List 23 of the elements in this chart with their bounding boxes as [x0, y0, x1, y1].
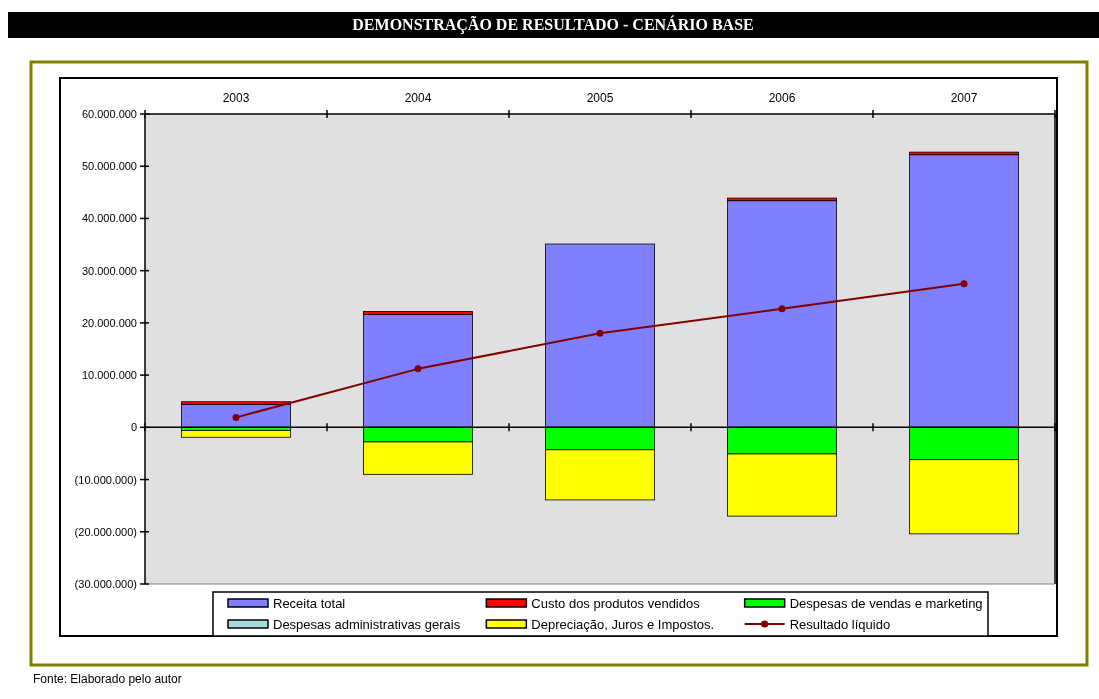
x-tick-label: 2003 [222, 91, 250, 105]
y-tick-label: 60.000.000 [81, 108, 137, 120]
y-tick-label: (10.000.000) [74, 473, 137, 486]
chart-title: DEMONSTRAÇÃO DE RESULTADO - CENÁRIO BASE [352, 15, 754, 34]
y-tick-label: 20.000.000 [81, 316, 137, 329]
y-tick-label: (30.000.000) [74, 578, 137, 590]
y-tick-label: 50.000.000 [81, 160, 137, 173]
legend-label: Depreciação, Juros e Impostos. [531, 617, 715, 632]
legend-label: Despesas de vendas e marketing [789, 596, 983, 611]
legend-label: Resultado líquido [789, 617, 891, 632]
x-tick-label: 2004 [404, 91, 432, 105]
y-tick-label: 30.000.000 [81, 264, 137, 277]
x-tick-label: 2007 [950, 91, 978, 105]
y-tick-label: 10.000.000 [81, 369, 137, 382]
x-tick-label: 2006 [768, 91, 796, 105]
y-tick-label: 40.000.000 [81, 212, 137, 225]
source-note: Fonte: Elaborado pelo autor [33, 672, 182, 686]
x-tick-label: 2005 [586, 91, 614, 105]
legend-label: Custo dos produtos vendidos [531, 596, 701, 611]
y-tick-label: (20.000.000) [74, 525, 137, 538]
y-tick-label: 0 [130, 421, 137, 434]
legend-label: Receita total [273, 596, 346, 611]
legend-label: Despesas administrativas gerais [273, 617, 461, 632]
